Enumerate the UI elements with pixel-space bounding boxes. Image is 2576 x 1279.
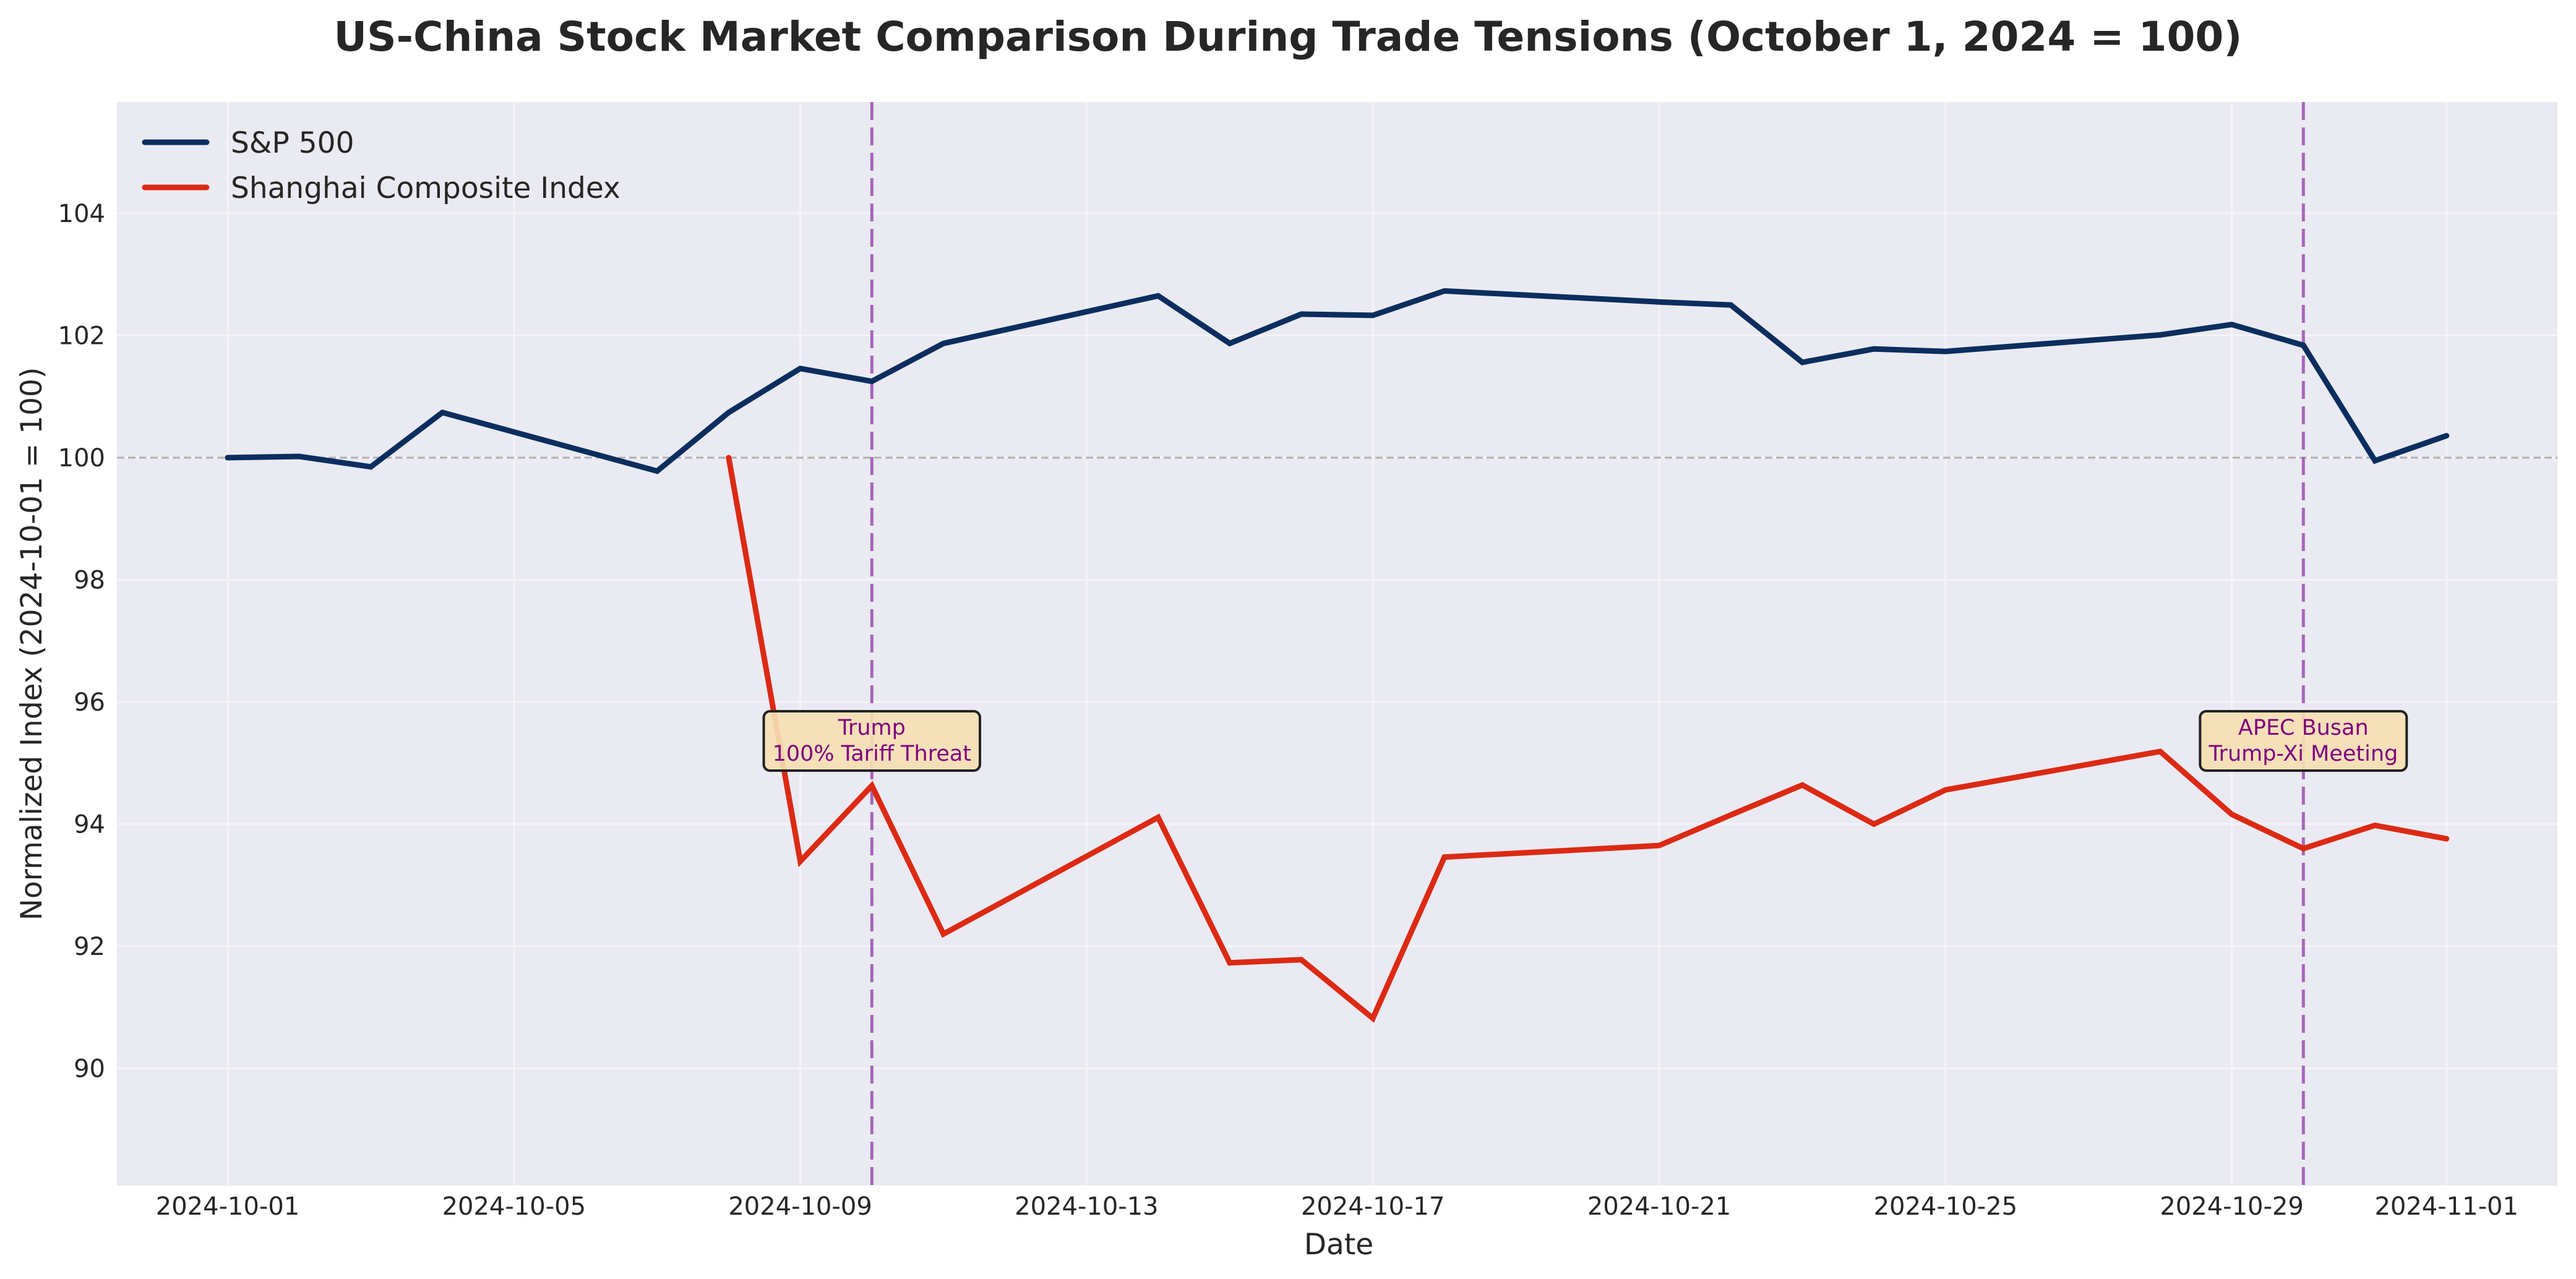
legend-label-shanghai: Shanghai Composite Index <box>231 171 620 205</box>
x-axis-ticks: 2024-10-01 2024-10-05 2024-10-09 2024-10-13… <box>156 1192 2518 1221</box>
y-tick-label: 100 <box>58 444 105 473</box>
x-tick-label: 2024-10-01 <box>156 1192 299 1221</box>
plot-area <box>117 102 2557 1186</box>
x-tick-label: 2024-10-05 <box>442 1192 586 1221</box>
sp500-line <box>225 288 2450 474</box>
annotation-text: Trump <box>838 716 906 740</box>
annotation-text: APEC Busan <box>2238 716 2369 740</box>
legend: S&P 500 Shanghai Composite Index <box>142 126 620 205</box>
x-tick-label: 2024-10-29 <box>2160 1192 2303 1221</box>
annotation-text: Trump-Xi Meeting <box>2208 742 2398 766</box>
x-tick-label: 2024-10-09 <box>728 1192 872 1221</box>
x-tick-label: 2024-10-17 <box>1301 1192 1445 1221</box>
y-tick-label: 102 <box>58 322 105 351</box>
y-tick-label: 92 <box>74 933 105 961</box>
x-tick-label: 2024-10-25 <box>1874 1192 2017 1221</box>
y-tick-label: 96 <box>74 688 105 717</box>
annotation-text: 100% Tariff Threat <box>773 742 971 766</box>
x-tick-label: 2024-10-13 <box>1015 1192 1158 1221</box>
annotation-frame <box>2199 710 2408 772</box>
x-tick-label: 2024-10-21 <box>1587 1192 1731 1221</box>
legend-label-sp500: S&P 500 <box>231 126 354 160</box>
annotation-frame <box>762 710 982 772</box>
y-tick-label: 90 <box>74 1055 105 1084</box>
y-tick-label: 98 <box>74 567 105 595</box>
y-axis-ticks: 90 92 94 96 98 100 102 104 <box>58 200 105 1084</box>
chart-title: US-China Stock Market Comparison During … <box>334 13 2243 61</box>
event-lines <box>870 102 2305 1186</box>
shanghai-line <box>726 455 2450 1023</box>
x-axis-label: Date <box>1304 1228 1373 1262</box>
y-tick-label: 94 <box>74 811 105 839</box>
series-lines <box>225 288 2450 1023</box>
y-tick-label: 104 <box>58 200 105 228</box>
y-axis-label: Normalized Index (2024-10-01 = 100) <box>15 367 49 921</box>
x-tick-label: 2024-11-01 <box>2374 1192 2518 1221</box>
